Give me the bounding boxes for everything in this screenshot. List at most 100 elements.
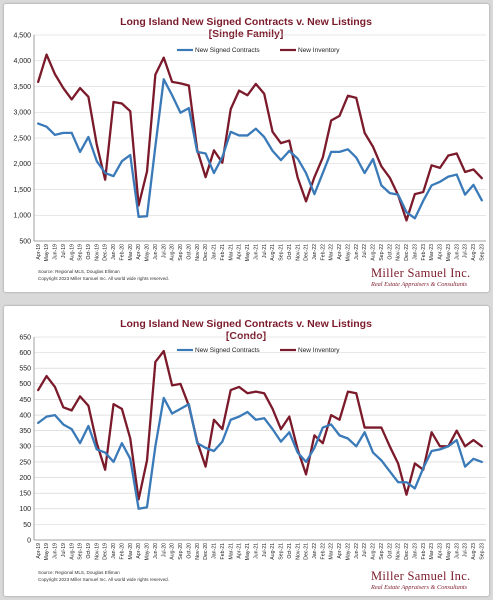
x-tick-label: Nov-22	[396, 543, 402, 560]
chart-subtitle: [Condo]	[226, 330, 266, 342]
y-tick-label: 4,000	[13, 58, 31, 65]
y-tick-label: 350	[19, 428, 31, 435]
x-tick-label: Jun-21	[253, 543, 259, 559]
y-tick-label: 2,000	[13, 161, 31, 168]
x-tick-label: Jul-19	[61, 244, 67, 258]
x-tick-label: Jul-19	[61, 543, 67, 557]
x-tick-label: May-22	[345, 543, 351, 560]
x-tick-label: Aug-19	[69, 543, 75, 560]
x-tick-label: Oct-21	[287, 244, 293, 260]
x-tick-label: Jun-21	[253, 244, 259, 260]
x-tick-label: May-22	[345, 244, 351, 261]
x-tick-label: Oct-20	[186, 543, 192, 559]
y-tick-label: 0	[27, 537, 31, 544]
x-tick-label: Aug-20	[170, 543, 176, 560]
series-line-new-signed-contracts	[37, 396, 483, 510]
x-tick-label: Mar-21	[228, 543, 234, 560]
x-tick-label: Nov-21	[295, 543, 301, 560]
x-tick-label: Sep-21	[279, 244, 285, 261]
x-tick-label: Jun-23	[454, 244, 460, 260]
chart-panel-condo: Long Island New Signed Contracts v. New …	[4, 306, 489, 596]
chart-title: Long Island New Signed Contracts v. New …	[120, 318, 372, 330]
x-tick-label: Mar-22	[329, 543, 335, 560]
x-tick-label: Oct-20	[186, 244, 192, 260]
chart-condo: Long Island New Signed Contracts v. New …	[19, 318, 486, 591]
y-tick-label: 650	[19, 334, 31, 341]
x-tick-label: Jun-22	[354, 543, 360, 559]
x-tick-label: May-20	[145, 543, 151, 560]
x-tick-label: Feb-22	[320, 244, 326, 261]
series-line-new-inventory	[37, 53, 483, 222]
x-tick-label: May-23	[446, 244, 452, 261]
source-note: Source: Regional MLS, Douglas Elliman	[38, 269, 120, 274]
legend: New Signed Contracts New Inventory	[177, 347, 340, 354]
legend-label-new-inventory: New Inventory	[298, 47, 340, 54]
y-tick-label: 100	[19, 506, 31, 513]
x-tick-label: Dec-21	[304, 244, 310, 261]
x-tick-label: Feb-20	[119, 244, 125, 261]
y-tick-label: 3,500	[13, 84, 31, 91]
x-tick-label: Jun-20	[153, 244, 159, 260]
brand-logo: Miller Samuel Inc.	[371, 266, 470, 280]
x-tick-label: Oct-22	[387, 244, 393, 260]
y-tick-label: 250	[19, 459, 31, 466]
x-tick-label: Apr-23	[438, 543, 444, 559]
x-tick-label: Jul-20	[161, 244, 167, 258]
x-tick-label: Aug-21	[270, 543, 276, 560]
x-tick-label: Nov-19	[94, 543, 100, 560]
x-tick-label: Apr-22	[337, 244, 343, 260]
y-tick-label: 500	[19, 381, 31, 388]
x-tick-label: Sep-20	[178, 543, 184, 560]
brand-tagline: Real Estate Appraisers & Consultants	[370, 281, 468, 288]
x-tick-label: Nov-22	[396, 244, 402, 261]
x-tick-label: Apr-22	[337, 543, 343, 559]
x-tick-label: Dec-20	[203, 244, 209, 261]
brand-logo: Miller Samuel Inc.	[371, 569, 470, 583]
x-tick-label: Jul-21	[262, 543, 268, 557]
x-tick-label: Feb-20	[119, 543, 125, 560]
x-tick-label: Dec-22	[404, 244, 410, 261]
x-tick-label: Jan-21	[212, 244, 218, 260]
x-tick-label: Jul-23	[463, 543, 469, 557]
series-line-new-signed-contracts	[37, 78, 483, 220]
x-tick-label: Feb-23	[421, 244, 427, 261]
x-tick-label: Jan-23	[412, 244, 418, 260]
x-tick-label: Nov-21	[295, 244, 301, 261]
x-tick-label: Mar-21	[228, 244, 234, 261]
x-tick-label: Feb-21	[220, 543, 226, 560]
x-tick-label: Mar-23	[429, 543, 435, 560]
x-tick-label: Jul-23	[463, 244, 469, 258]
x-tick-label: Jul-20	[161, 543, 167, 557]
x-tick-label: Sep-22	[379, 244, 385, 261]
x-tick-label: Jun-20	[153, 543, 159, 559]
x-tick-label: Aug-21	[270, 244, 276, 261]
x-tick-label: Sep-19	[78, 543, 84, 560]
x-tick-label: Mar-22	[329, 244, 335, 261]
y-tick-label: 600	[19, 350, 31, 357]
x-tick-label: Apr-21	[237, 543, 243, 559]
chart-subtitle: [Single Family]	[209, 28, 284, 40]
x-tick-label: Sep-22	[379, 543, 385, 560]
x-tick-label: Apr-19	[36, 543, 42, 559]
legend-label-new-signed: New Signed Contracts	[195, 347, 260, 354]
x-tick-label: Oct-21	[287, 543, 293, 559]
x-tick-label: Oct-22	[387, 543, 393, 559]
x-tick-label: Oct-19	[86, 543, 92, 559]
y-tick-label: 3,000	[13, 110, 31, 117]
chart-title: Long Island New Signed Contracts v. New …	[120, 16, 372, 28]
x-tick-label: Aug-23	[471, 244, 477, 261]
y-tick-label: 1,000	[13, 213, 31, 220]
x-tick-label: Apr-20	[136, 244, 142, 260]
x-tick-label: Dec-22	[404, 543, 410, 560]
x-tick-label: Mar-23	[429, 244, 435, 261]
legend-label-new-inventory: New Inventory	[298, 347, 340, 354]
x-tick-label: Sep-23	[479, 244, 485, 261]
y-tick-label: 200	[19, 475, 31, 482]
x-tick-label: Aug-20	[170, 244, 176, 261]
x-tick-label: May-19	[44, 543, 50, 560]
x-tick-label: Feb-23	[421, 543, 427, 560]
x-tick-label: Jan-21	[212, 543, 218, 559]
x-tick-label: Dec-19	[103, 244, 109, 261]
x-tick-label: May-21	[245, 244, 251, 261]
x-tick-label: May-21	[245, 543, 251, 560]
